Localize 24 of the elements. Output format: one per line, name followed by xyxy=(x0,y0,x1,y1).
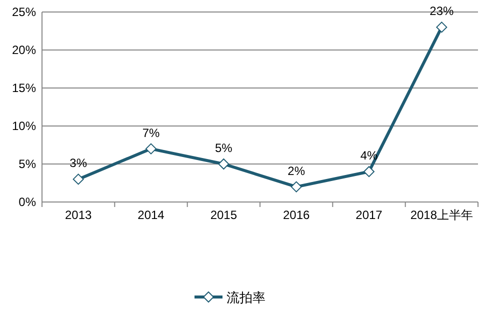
text: 23% xyxy=(430,4,454,18)
text: 5% xyxy=(214,141,232,155)
x-tick-label: 2013 xyxy=(64,208,92,222)
y-tick-label: 25% xyxy=(12,5,36,19)
text: 3% xyxy=(70,156,88,170)
y-tick-label: 15% xyxy=(12,81,36,95)
x-tick-label: 2015 xyxy=(210,208,238,222)
y-tick-label: 20% xyxy=(12,43,36,57)
x-tick-label: 2017 xyxy=(356,208,383,222)
point xyxy=(364,166,374,178)
point xyxy=(146,143,156,154)
point xyxy=(290,181,302,192)
point xyxy=(72,174,84,185)
legend-label: 流拍率 xyxy=(226,290,266,305)
y-tick-label: 0% xyxy=(18,195,36,209)
text: 7% xyxy=(142,126,160,140)
text: 2% xyxy=(288,164,306,178)
y-tick-label: 10% xyxy=(12,119,36,133)
point xyxy=(218,158,230,170)
point xyxy=(436,22,448,33)
x-tick-label: 2014 xyxy=(138,208,165,222)
x-tick-label: 2016 xyxy=(282,208,310,222)
x-tick-label: 2018上半年 xyxy=(410,208,474,222)
y-tick-label: 5% xyxy=(18,157,36,171)
